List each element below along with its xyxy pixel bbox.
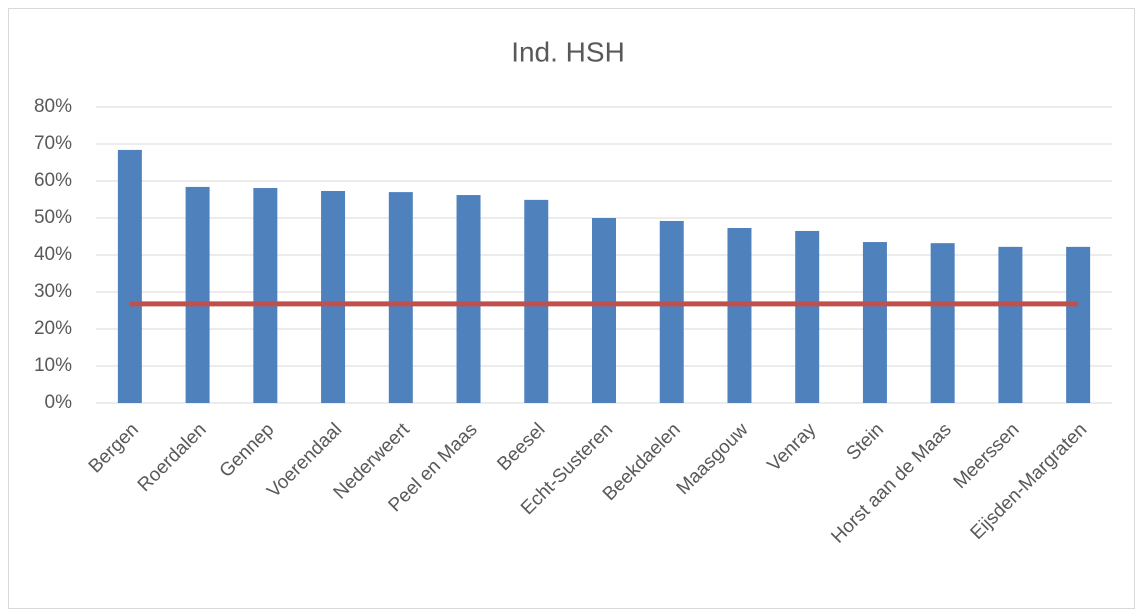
- bar: [253, 188, 278, 403]
- y-tick-label: 40%: [34, 244, 72, 265]
- bar: [456, 195, 481, 403]
- bar: [930, 243, 955, 403]
- y-tick-label: 80%: [34, 96, 72, 117]
- bar: [1066, 246, 1091, 403]
- y-tick-label: 0%: [45, 392, 73, 413]
- y-tick-label: 50%: [34, 207, 72, 228]
- bar: [117, 149, 142, 403]
- chart-title: Ind. HSH: [511, 36, 625, 67]
- y-tick-label: 20%: [34, 318, 72, 339]
- chart-border: [8, 8, 1135, 609]
- y-tick-label: 70%: [34, 133, 72, 154]
- y-tick-label: 10%: [34, 355, 72, 376]
- bar: [659, 220, 684, 403]
- bar: [185, 186, 210, 403]
- bar: [795, 230, 820, 403]
- bar: [727, 227, 752, 403]
- y-tick-label: 60%: [34, 170, 72, 191]
- bar: [862, 242, 887, 403]
- bar: [592, 218, 616, 403]
- y-tick-label: 30%: [34, 281, 72, 302]
- bar: [321, 190, 346, 403]
- bar: [388, 192, 413, 403]
- bar: [998, 246, 1023, 403]
